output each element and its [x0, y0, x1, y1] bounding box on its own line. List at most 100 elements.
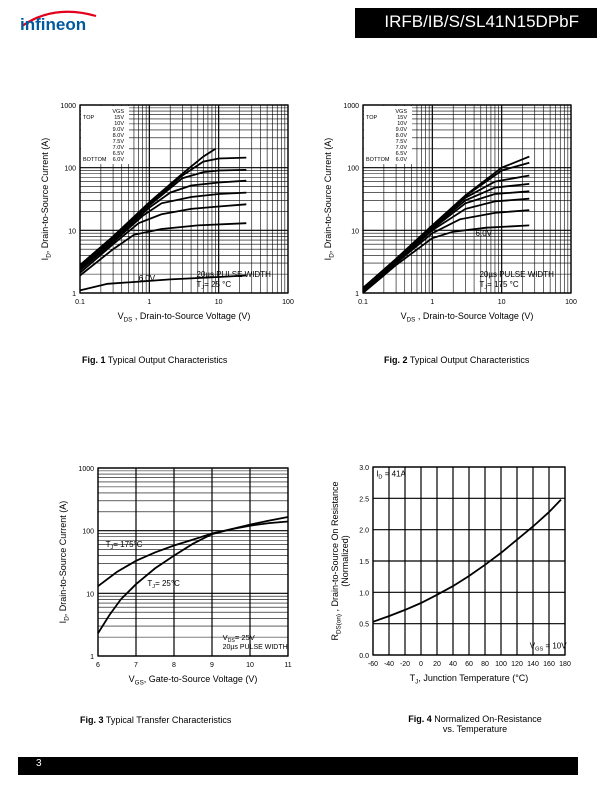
y-tick-label: 0.0 — [359, 653, 369, 660]
fig4-caption-text: Normalized On-Resistance — [431, 714, 542, 724]
legend-value: 10V — [397, 121, 407, 127]
plot-frame — [372, 466, 566, 656]
infineon-logo: infineon — [14, 6, 104, 38]
x-tick-label: 140 — [527, 661, 539, 668]
y-tick-label: 0.5 — [359, 622, 369, 629]
legend-value: 8.0V — [113, 133, 125, 139]
legend-value: 9.0V — [113, 127, 125, 133]
legend-value: 8.0V — [396, 133, 408, 139]
fig2-caption: Fig. 2 Typical Output Characteristics — [384, 355, 529, 365]
y-tick-label: 1.0 — [359, 590, 369, 597]
legend-value: 6.5V — [113, 151, 125, 157]
y-tick-label: 1000 — [78, 466, 94, 473]
fig1-caption: Fig. 1 Typical Output Characteristics — [82, 355, 227, 365]
x-tick-label: 6 — [96, 662, 100, 669]
y-tick-label: 1 — [72, 291, 76, 298]
x-tick-label: -20 — [400, 661, 410, 668]
document-title: IRFB/IB/S/SL41N15DPbF — [384, 12, 579, 31]
legend-value: 6.0V — [113, 157, 125, 163]
x-tick-label: 100 — [495, 661, 507, 668]
legend-top-label: TOP — [83, 115, 95, 121]
x-tick-label: 180 — [559, 661, 571, 668]
plot-frame — [79, 104, 289, 294]
fig4-caption-line2: vs. Temperature — [442, 724, 508, 734]
legend-value: 10V — [114, 121, 124, 127]
x-axis-label: VDS , Drain-to-Source Voltage (V) — [401, 311, 534, 323]
logo-wordmark: infineon — [20, 15, 86, 34]
legend-bottom-label: BOTTOM — [366, 157, 390, 163]
y-tick-label: 100 — [64, 166, 76, 173]
legend-value: 9.0V — [396, 127, 408, 133]
tj-175-label: TJ= 175°C — [106, 540, 143, 551]
x-tick-label: 100 — [565, 299, 577, 306]
y-tick-label: 2.5 — [359, 496, 369, 503]
x-tick-label: 60 — [465, 661, 473, 668]
legend-value: 7.0V — [113, 145, 125, 151]
x-tick-label: 7 — [134, 662, 138, 669]
legend-value: 7.0V — [396, 145, 408, 151]
legend-value: 7.5V — [113, 139, 125, 145]
y-tick-label: 100 — [347, 166, 359, 173]
x-tick-label: 1 — [430, 299, 434, 306]
x-tick-label: 10 — [215, 299, 223, 306]
x-tick-label: -60 — [368, 661, 378, 668]
x-tick-label: 11 — [284, 662, 291, 669]
fig4-caption: Fig. 4 Normalized On-Resistance vs. Temp… — [400, 714, 550, 734]
fig3-caption-label: Fig. 3 — [80, 715, 104, 725]
y-tick-label: 10 — [86, 591, 94, 598]
series-line — [79, 203, 247, 274]
legend-value: 15V — [397, 115, 407, 121]
plot-frame — [362, 104, 572, 294]
series-line — [79, 169, 247, 269]
legend-box — [364, 106, 412, 164]
y-tick-label: 2.0 — [359, 528, 369, 535]
y-axis-label: ID, Drain-to-Source Current (A) — [40, 138, 52, 261]
series-line — [97, 520, 289, 634]
footer-bar: 3 — [18, 757, 578, 775]
x-tick-label: 8 — [172, 662, 176, 669]
pulse-width-annotation: 20µs PULSE WIDTH — [479, 270, 554, 279]
legend-header: VGS — [395, 109, 407, 115]
x-tick-label: 0.1 — [358, 299, 368, 306]
series-line — [362, 224, 530, 294]
y-tick-label: 1000 — [60, 103, 76, 110]
legend-value: 6.0V — [396, 157, 408, 163]
x-tick-label: 20 — [433, 661, 441, 668]
x-tick-label: 100 — [282, 299, 294, 306]
legend-box — [81, 106, 129, 164]
y-tick-label: 1 — [90, 654, 94, 661]
x-tick-label: 160 — [543, 661, 555, 668]
legend-header: VGS — [112, 109, 124, 115]
y-axis-label-line2: (Normalized) — [340, 535, 350, 587]
y-tick-label: 1 — [355, 291, 359, 298]
fig2-caption-label: Fig. 2 — [384, 355, 408, 365]
x-tick-label: 0.1 — [75, 299, 85, 306]
fig2-caption-text: Typical Output Characteristics — [407, 355, 530, 365]
header-bar: IRFB/IB/S/SL41N15DPbF — [355, 8, 597, 38]
tj-25-label: TJ= 25°C — [147, 579, 180, 590]
fig3-caption-text: Typical Transfer Characteristics — [103, 715, 232, 725]
page-number: 3 — [36, 758, 42, 769]
series-line — [79, 179, 247, 270]
temperature-annotation: TJ= 25 °C — [196, 280, 231, 291]
legend-value: 7.5V — [396, 139, 408, 145]
y-tick-label: 10 — [351, 228, 359, 235]
fig1-caption-label: Fig. 1 — [82, 355, 106, 365]
fig1-caption-text: Typical Output Characteristics — [105, 355, 228, 365]
vds-annotation: VDS= 25V — [223, 633, 255, 644]
legend-value: 6.5V — [396, 151, 408, 157]
fig4-caption-label: Fig. 4 — [408, 714, 432, 724]
y-axis-label: ID, Drain-to-Source Current (A) — [58, 501, 70, 624]
series-line — [79, 274, 247, 292]
legend-value: 15V — [114, 115, 124, 121]
y-axis-label: RDS(on) , Drain-to-Source On Resistance — [330, 481, 342, 640]
series-line — [79, 191, 247, 271]
series-line — [79, 148, 216, 266]
curve-label-6v: 6.0V — [476, 229, 493, 238]
footer-date: 2017-04-27 — [525, 760, 577, 771]
plot-frame — [97, 467, 289, 657]
curve-label-6v: 6.0V — [139, 274, 156, 283]
series-line — [362, 209, 530, 293]
